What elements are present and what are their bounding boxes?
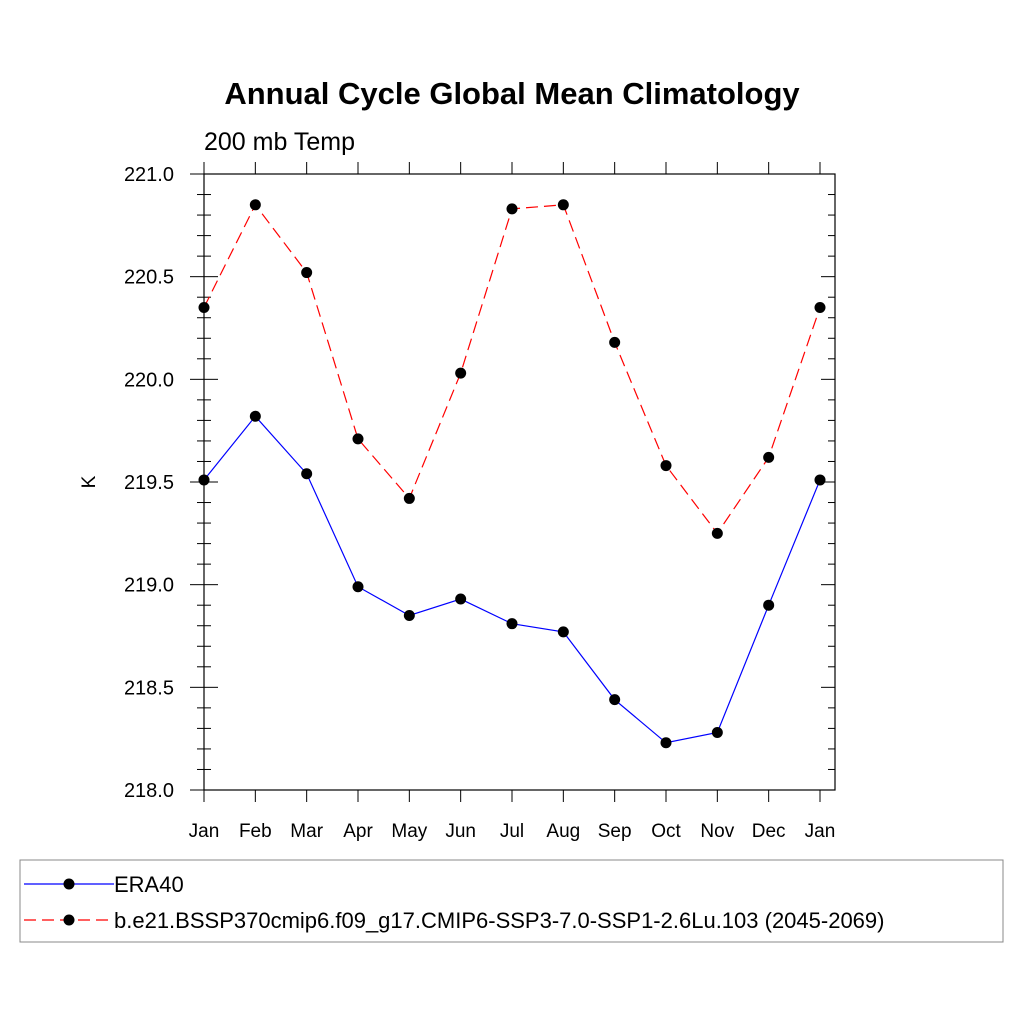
- series-2-point: [557, 199, 569, 211]
- x-tick-label: Jan: [805, 821, 836, 842]
- legend-box: [19, 859, 1004, 943]
- axes: Jan Feb Mar Apr May Jun Jul Aug Sep Oct Nov Dec Jan 2…: [124, 162, 836, 842]
- legend: ERA40 b.e21.BSSP370cmip6.f09_g17.CMIP6-SS…: [24, 872, 884, 933]
- x-tick-label: Aug: [546, 821, 580, 842]
- series-1: [198, 410, 826, 749]
- series-2-point: [506, 203, 518, 215]
- series-1-point: [814, 474, 826, 486]
- y-tick-label: 219.0: [124, 575, 174, 597]
- x-tick-label: Feb: [239, 821, 272, 842]
- legend-label-2: b.e21.BSSP370cmip6.f09_g17.CMIP6-SSP3-7.…: [114, 908, 884, 933]
- legend-marker-2: [63, 914, 75, 926]
- series-2: [198, 199, 826, 539]
- series-1-point: [506, 618, 518, 630]
- x-tick-label: Nov: [700, 821, 734, 842]
- series-2-point: [609, 336, 621, 348]
- x-tick-label: Oct: [651, 821, 681, 842]
- series-2-point: [403, 492, 415, 504]
- series-2-point: [660, 460, 672, 472]
- x-tick-label: Sep: [598, 821, 632, 842]
- series-2-line: [203, 203, 821, 535]
- y-tick-label: 218.0: [124, 780, 174, 802]
- series-1-point: [198, 474, 210, 486]
- x-tick-label: Mar: [290, 821, 323, 842]
- x-tick-label: Dec: [752, 821, 786, 842]
- series-layer: [198, 199, 826, 749]
- series-1-point: [455, 593, 467, 605]
- x-tick-label: Apr: [343, 821, 373, 842]
- y-tick-label: 219.5: [124, 472, 174, 494]
- series-2-point: [763, 451, 775, 463]
- x-tick-label: Jul: [500, 821, 524, 842]
- y-tick-label: 220.0: [124, 369, 174, 391]
- series-2-point: [249, 199, 261, 211]
- y-tick-label: 221.0: [124, 164, 174, 186]
- y-tick-label: 220.5: [124, 267, 174, 289]
- series-1-line: [203, 415, 821, 744]
- legend-marker-1: [63, 878, 75, 890]
- series-1-point: [711, 727, 723, 739]
- series-1-point: [301, 468, 313, 480]
- series-1-point: [249, 410, 261, 422]
- series-2-point: [455, 367, 467, 379]
- series-1-point: [403, 609, 415, 621]
- series-1-point: [763, 599, 775, 611]
- series-2-point: [352, 433, 364, 445]
- series-1-point: [352, 581, 364, 593]
- legend-label-1: ERA40: [114, 872, 184, 897]
- series-2-point: [814, 301, 826, 313]
- x-tick-label: Jun: [445, 821, 476, 842]
- plot-frame: [203, 173, 836, 791]
- series-1-point: [660, 737, 672, 749]
- series-2-point: [198, 301, 210, 313]
- x-tick-label: Jan: [189, 821, 220, 842]
- series-1-point: [609, 694, 621, 706]
- series-1-point: [557, 626, 569, 638]
- chart-subtitle: 200 mb Temp: [204, 128, 355, 156]
- chart-title: Annual Cycle Global Mean Climatology: [224, 76, 800, 111]
- series-2-point: [301, 267, 313, 279]
- y-axis-label: K: [79, 475, 100, 488]
- y-tick-label: 218.5: [124, 677, 174, 699]
- x-tick-label: May: [391, 821, 427, 842]
- series-2-point: [711, 527, 723, 539]
